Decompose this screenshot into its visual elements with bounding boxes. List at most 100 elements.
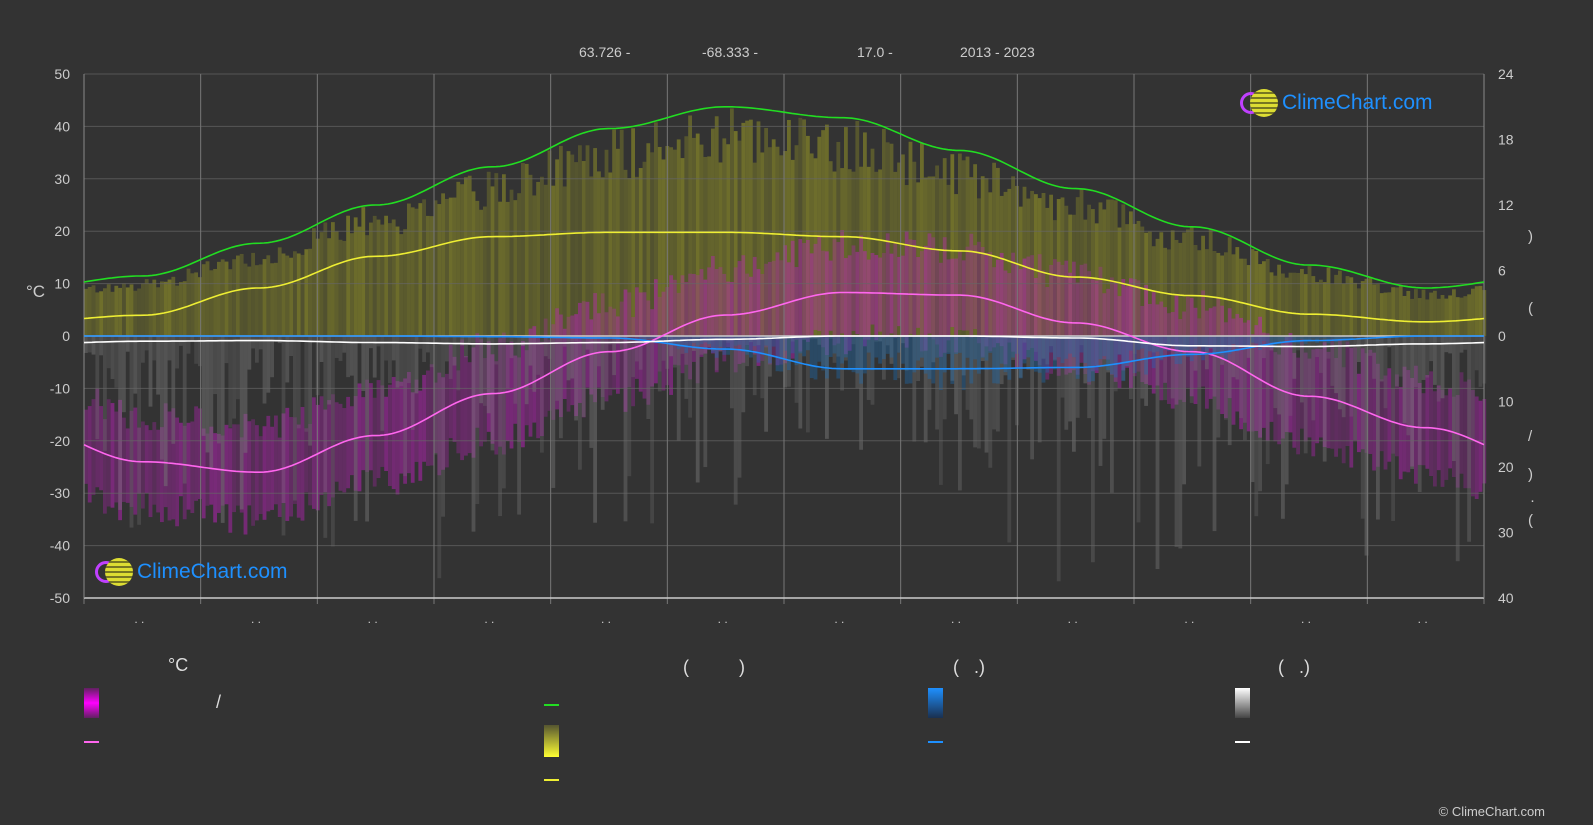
rain-bar — [1079, 336, 1084, 353]
temp-range-bar — [342, 408, 347, 493]
temp-range-bar — [1455, 395, 1460, 488]
sunshine-bar — [999, 195, 1004, 336]
snow-bar — [798, 336, 803, 429]
snow-bar — [217, 336, 221, 444]
temp-range-bar — [901, 255, 905, 338]
rain-bar — [730, 336, 734, 351]
sunshine-bar — [1163, 247, 1167, 336]
rain-bar — [1311, 336, 1316, 339]
climechart-logo[interactable]: ClimeChart.com — [1240, 89, 1433, 117]
sunshine-bar — [232, 259, 236, 336]
sunshine-bar — [745, 120, 749, 337]
snow-bar — [1436, 336, 1441, 402]
sunshine-bar — [756, 121, 761, 336]
right-tick-hours: 0 — [1498, 328, 1506, 344]
copyright[interactable]: © ClimeChart.com — [1438, 804, 1545, 819]
rain-bar — [1178, 336, 1183, 364]
snow-bar — [433, 336, 438, 455]
rain-bar — [1277, 336, 1281, 344]
sunshine-bar — [407, 203, 411, 336]
sunshine-bar — [836, 141, 841, 336]
sunshine-bar — [1387, 292, 1392, 336]
sunshine-bar — [1022, 186, 1027, 336]
rain-bar — [1284, 336, 1289, 341]
snow-bar — [688, 336, 692, 418]
snow-bar — [1452, 336, 1456, 462]
sunshine-bar — [1110, 199, 1114, 336]
rain-bar — [1053, 336, 1057, 370]
snow-bar — [1330, 336, 1335, 386]
snow-bar — [1117, 336, 1122, 355]
rain-bar — [874, 336, 879, 358]
sunshine-bar — [528, 174, 533, 336]
rain-bar — [737, 336, 742, 345]
right-tick-mm: 10 — [1498, 394, 1514, 410]
sunshine-bar — [950, 154, 955, 336]
snow-bar — [1364, 336, 1369, 556]
sunshine-bar — [118, 287, 122, 336]
temp-range-bar — [1170, 312, 1175, 409]
temp-range-bar — [433, 382, 438, 453]
snow-bar — [505, 336, 510, 389]
snow-bar — [1148, 336, 1152, 360]
rain-bar — [1341, 336, 1346, 341]
snow-bar — [790, 336, 795, 342]
temp-range-bar — [950, 258, 955, 328]
sunshine-bar — [448, 197, 453, 336]
rain-bar — [1026, 336, 1031, 358]
rain-bar — [1106, 336, 1110, 371]
sunshine-bar — [1072, 214, 1076, 336]
rain-bar — [802, 336, 806, 357]
snow-bar — [403, 336, 407, 477]
snow-bar — [133, 336, 138, 394]
temp-range-bar — [547, 339, 552, 411]
temp-range-bar — [380, 385, 385, 467]
climechart-logo[interactable]: ClimeChart.com — [95, 558, 288, 586]
sunshine-bar — [152, 279, 157, 336]
temp-range-bar — [327, 400, 331, 507]
temp-range-bar — [1429, 371, 1433, 477]
sunshine-bar — [635, 176, 639, 336]
temp-range-bar — [1353, 347, 1357, 442]
snow-bar — [1231, 336, 1236, 378]
snow-bar — [996, 336, 1000, 432]
temp-range-bar — [205, 433, 210, 506]
sunshine-bar — [1417, 298, 1422, 336]
temp-range-bar — [627, 292, 632, 388]
temp-range-bar — [448, 344, 453, 439]
temp-range-bar — [1037, 254, 1042, 366]
temp-range-bar — [456, 370, 461, 454]
rain-bar — [828, 336, 833, 357]
sunshine-bar — [1140, 226, 1145, 336]
sunshine-bar — [213, 268, 217, 336]
sunshine-bar — [1269, 272, 1274, 336]
snow-bar — [1003, 336, 1008, 376]
sunshine-bar — [1125, 224, 1129, 336]
rain-bar — [958, 336, 962, 353]
temp-range-bar — [1007, 273, 1012, 343]
sunshine-bar — [847, 169, 852, 336]
rain-bar — [1330, 336, 1335, 339]
snow-bar — [1227, 336, 1232, 446]
sunshine-bar — [327, 238, 331, 336]
sunshine-bar — [1330, 283, 1335, 336]
temp-range-bar — [441, 377, 445, 470]
rain-bar — [680, 336, 685, 347]
left-tick-label: -50 — [50, 590, 70, 606]
sunshine-bar — [1197, 250, 1202, 336]
temp-range-bar — [289, 417, 293, 517]
sunshine-bar — [350, 233, 354, 336]
temp-range-bar — [718, 267, 723, 352]
snow-bar — [399, 336, 404, 387]
temp-range-bar — [809, 253, 814, 337]
snow-bar — [426, 336, 430, 353]
rain-bar — [771, 336, 776, 347]
temp-range-bar — [293, 417, 297, 505]
sunshine-bar — [87, 286, 92, 336]
temp-range-bar — [1224, 322, 1228, 419]
snow-bar — [471, 336, 476, 532]
sunshine-bar — [1433, 290, 1437, 336]
temp-range-bar — [1045, 287, 1050, 380]
snow-bar — [106, 336, 111, 369]
snow-bar — [1182, 336, 1186, 485]
